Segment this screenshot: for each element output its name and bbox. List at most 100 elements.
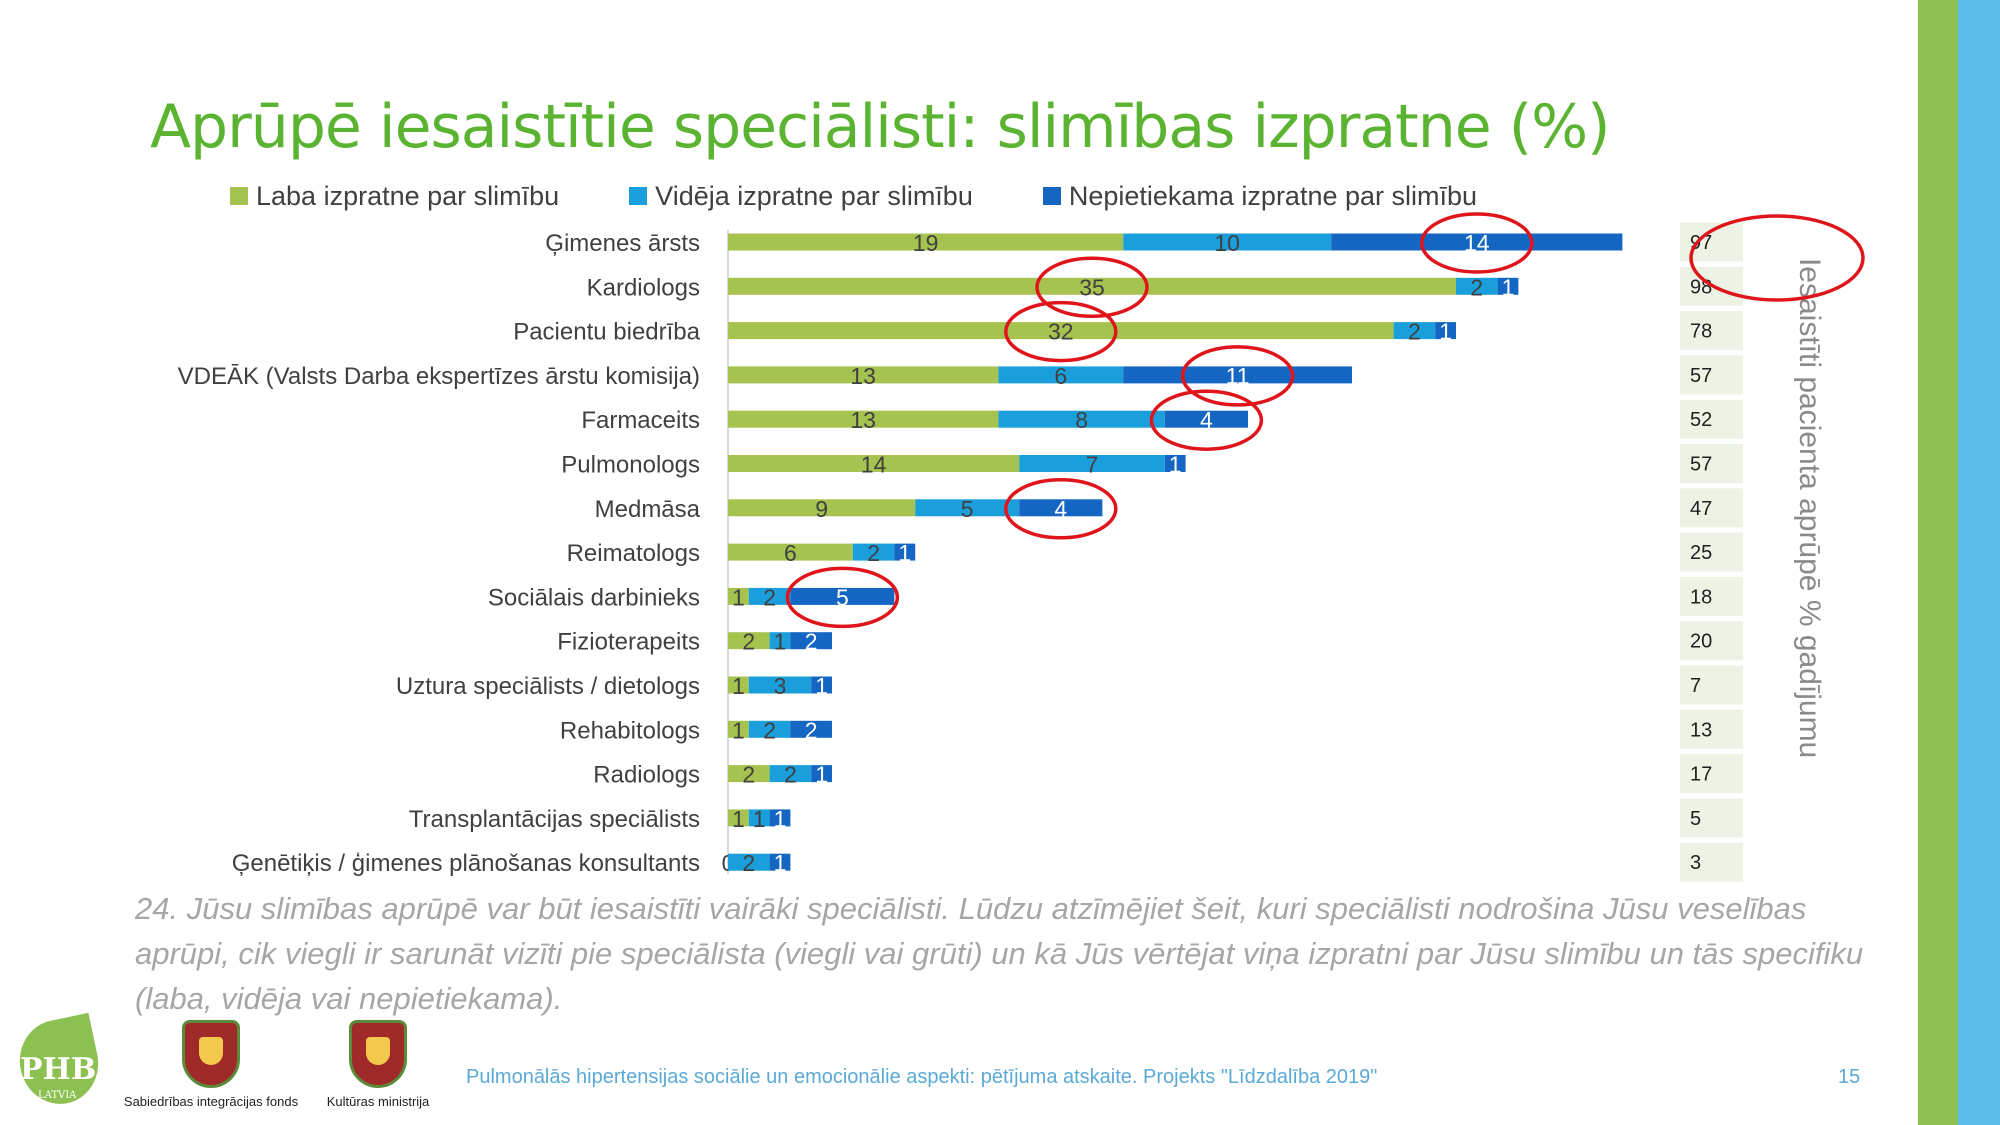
- bar-segment-good: [728, 809, 749, 827]
- decorative-side-bar-blue: [1958, 0, 2000, 1125]
- category-label: Sociālais darbinieks: [488, 584, 700, 611]
- bar-segment-good: [728, 499, 916, 517]
- data-label-poor: 1: [774, 806, 787, 832]
- legend-label-good: Laba izpratne par slimību: [256, 180, 560, 211]
- page-number: 15: [1838, 1066, 1861, 1088]
- data-label-medium: 8: [1075, 407, 1088, 433]
- data-label-medium: 10: [1214, 230, 1240, 256]
- bar-segment-medium: [728, 853, 770, 871]
- bar-segment-poor: [769, 809, 791, 827]
- bar-segment-poor: [1123, 366, 1352, 384]
- data-label-medium: 2: [763, 584, 776, 610]
- bar-segment-medium: [748, 587, 791, 605]
- category-label: Farmaceits: [581, 407, 700, 434]
- sif-logo: Sabiedrības integrācijas fonds: [116, 1020, 306, 1109]
- legend-label-medium: Vidēja izpratne par slimību: [655, 180, 973, 211]
- data-label-medium: 2: [742, 850, 755, 876]
- bar-segment-good: [728, 632, 770, 650]
- bar-segment-medium: [1019, 455, 1165, 472]
- side-table-cell: [1680, 842, 1743, 882]
- legend-label-poor: Nepietiekama izpratne par slimību: [1068, 180, 1478, 211]
- data-label-medium: 1: [753, 806, 766, 832]
- side-table-cell: [1680, 665, 1743, 705]
- category-label: Ģimenes ārsts: [545, 230, 700, 257]
- phb-logo-text: PHB: [20, 1052, 97, 1087]
- side-table-cell: [1680, 355, 1743, 395]
- bar-segment-poor: [1435, 322, 1456, 340]
- side-table-value: 18: [1690, 586, 1712, 608]
- bar-segment-good: [728, 277, 1456, 295]
- bar-segment-poor: [811, 676, 832, 694]
- side-table-axis-label: Iesaistīti pacienta aprūpē % gadījumu: [1793, 258, 1826, 758]
- data-label-medium: 2: [867, 540, 880, 566]
- data-label-good: 19: [913, 230, 939, 256]
- bar-segment-good: [728, 720, 749, 738]
- bar-segment-medium: [748, 676, 812, 694]
- bar-segment-poor: [1331, 233, 1623, 251]
- side-table-value: 57: [1690, 365, 1712, 387]
- data-label-medium: 2: [784, 762, 797, 788]
- data-label-medium: 3: [774, 673, 787, 699]
- bar-segment-good: [728, 322, 1394, 340]
- data-label-medium: 5: [961, 496, 974, 522]
- highlight-circle: [1149, 389, 1264, 451]
- category-label: Ģenētiķis / ģimenes plānošanas konsultan…: [232, 850, 700, 877]
- legend-swatch-medium: [629, 187, 648, 205]
- category-label: Transplantācijas speciālists: [409, 806, 700, 833]
- side-table-cell: [1680, 399, 1743, 439]
- data-label-poor: 1: [1439, 319, 1452, 345]
- data-label-medium: 2: [763, 717, 776, 743]
- data-label-good: 2: [742, 762, 755, 788]
- bar-segment-poor: [1164, 410, 1248, 428]
- side-table-value: 3: [1690, 852, 1701, 874]
- data-label-good: 1: [732, 584, 745, 610]
- coat-of-arms-icon: [182, 1020, 240, 1088]
- data-label-medium: 2: [1408, 319, 1421, 345]
- data-label-poor: 1: [1169, 452, 1182, 478]
- side-table-value: 20: [1690, 631, 1712, 653]
- side-table-cell: [1680, 754, 1743, 794]
- highlight-circle: [785, 566, 900, 629]
- highlight-circle: [1420, 212, 1534, 274]
- side-table-value: 5: [1690, 808, 1701, 830]
- category-label: Medmāsa: [595, 496, 701, 523]
- data-label-poor: 5: [836, 584, 849, 610]
- bar-segment-good: [728, 410, 999, 428]
- side-table-cell: [1680, 621, 1743, 661]
- bar-segment-medium: [1456, 277, 1498, 295]
- highlight-circle: [1180, 345, 1295, 407]
- data-label-poor: 2: [805, 717, 818, 743]
- bar-segment-good: [728, 543, 853, 561]
- bar-segment-medium: [769, 765, 812, 783]
- bar-segment-medium: [998, 410, 1165, 428]
- side-table-cell: [1680, 576, 1743, 616]
- bar-segment-poor: [1164, 455, 1186, 472]
- data-label-good: 6: [784, 540, 797, 566]
- bar-segment-medium: [915, 499, 1020, 517]
- side-table-value: 52: [1690, 409, 1712, 431]
- bar-segment-good: [728, 765, 770, 783]
- category-label: Radiologs: [593, 762, 700, 789]
- side-table-cell: [1680, 444, 1743, 483]
- data-label-medium: 6: [1054, 363, 1067, 389]
- survey-question-caption: 24. Jūsu slimības aprūpē var būt iesaist…: [135, 891, 1864, 1016]
- bar-segment-good: [728, 587, 749, 605]
- category-label: Reimatologs: [567, 540, 700, 567]
- legend-swatch-good: [230, 187, 248, 205]
- data-label-poor: 1: [1502, 274, 1515, 300]
- data-label-poor: 1: [815, 762, 828, 788]
- data-label-good: 35: [1079, 274, 1105, 300]
- chart-legend: Laba izpratne par slimību Vidēja izpratn…: [230, 178, 1477, 214]
- data-label-medium: 2: [1470, 274, 1483, 300]
- bar-segment-good: [728, 455, 1020, 472]
- sif-logo-label: Sabiedrības integrācijas fonds: [123, 1094, 299, 1109]
- category-label: Pulmonologs: [561, 452, 700, 479]
- data-label-good: 2: [742, 629, 755, 655]
- legend-swatch-poor: [1042, 187, 1061, 205]
- bar-segment-medium: [1123, 233, 1332, 251]
- km-logo: Kultūras ministrija: [318, 1020, 438, 1109]
- bar-segment-good: [728, 233, 1124, 251]
- highlight-circle: [1004, 300, 1118, 363]
- highlight-circle: [1689, 214, 1865, 302]
